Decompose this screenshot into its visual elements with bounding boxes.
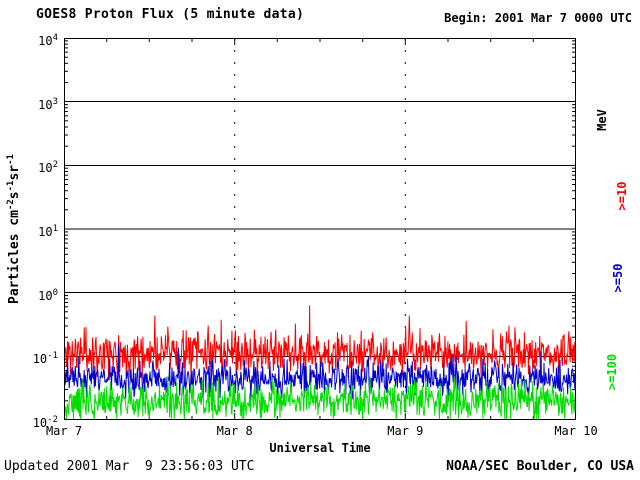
x-axis-label: Universal Time xyxy=(269,441,371,455)
series-label-ge50: >=50 xyxy=(611,263,625,293)
plot-area xyxy=(64,38,576,420)
right-axis-unit-label: MeV xyxy=(595,109,609,131)
y-tick-label: 101 xyxy=(38,224,58,239)
y-tick-label: 103 xyxy=(38,96,58,112)
y-tick-label: 102 xyxy=(38,160,58,176)
series-label-ge10: >=10 xyxy=(615,181,629,211)
begin-time-label: Begin: 2001 Mar 7 0000 UTC xyxy=(444,11,632,25)
chart-title: GOES8 Proton Flux (5 minute data) xyxy=(36,7,305,22)
x-tick-label: Mar 10 xyxy=(554,424,598,438)
y-tick-label: 104 xyxy=(38,33,58,48)
y-tick-label: 10-1 xyxy=(32,351,58,367)
source-attribution: NOAA/SEC Boulder, CO USA xyxy=(446,459,634,474)
x-tick-label: Mar 8 xyxy=(216,424,253,438)
series-label-ge100: >=100 xyxy=(605,353,619,391)
updated-timestamp: Updated 2001 Mar 9 23:56:03 UTC xyxy=(4,459,255,474)
x-tick-label: Mar 9 xyxy=(387,424,424,438)
y-tick-label: 10-2 xyxy=(32,415,58,430)
x-tick-label: Mar 7 xyxy=(45,424,83,438)
y-tick-label: 100 xyxy=(38,287,58,303)
